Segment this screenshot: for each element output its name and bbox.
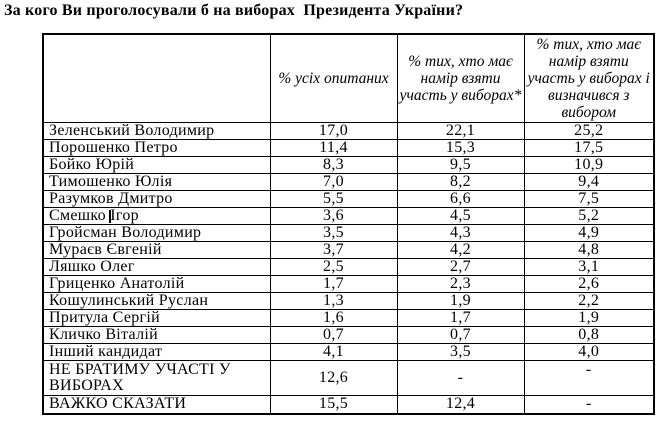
candidate-name: Зеленський Володимир bbox=[42, 121, 271, 140]
table-row: Разумков Дмитро 5,5 6,6 7,5 bbox=[42, 189, 655, 208]
pct-decided-value: 4,9 bbox=[523, 223, 655, 242]
pct-decided-value: 0,8 bbox=[523, 325, 655, 344]
candidate-name: Смешко Ігор bbox=[49, 207, 139, 224]
pct-decided-value: 4,0 bbox=[523, 342, 655, 361]
pct-intend-value: 4,2 bbox=[396, 240, 525, 259]
candidate-name: Гройсман Володимир bbox=[42, 223, 271, 242]
table-row: Інший кандидат 4,1 3,5 4,0 bbox=[42, 342, 655, 361]
header-pct-intend: % тих, хто має намір взяти участь у вибо… bbox=[396, 33, 525, 123]
table-row: Гриценко Анатолій 1,7 2,3 2,6 bbox=[42, 274, 655, 293]
table-row: Ляшко Олег 2,5 2,7 3,1 bbox=[42, 257, 655, 276]
pct-intend-value: - bbox=[396, 359, 525, 396]
candidate-name: Ляшко Олег bbox=[42, 257, 271, 276]
candidate-name: Мураєв Євгеній bbox=[42, 240, 271, 259]
pct-all-value: 0,7 bbox=[269, 325, 398, 344]
pct-all-value: 17,0 bbox=[269, 121, 398, 140]
pct-intend-value: 1,9 bbox=[396, 291, 525, 310]
table-row: Кличко Віталій 0,7 0,7 0,8 bbox=[42, 325, 655, 344]
candidate-name-with-cursor[interactable]: Смешко Ігор bbox=[42, 206, 271, 225]
pct-all-value: 3,7 bbox=[269, 240, 398, 259]
table-row: Тимошенко Юлія 7,0 8,2 9,4 bbox=[42, 172, 655, 191]
header-pct-decided: % тих, хто має намір взяти участь у вибо… bbox=[523, 33, 655, 123]
pct-all-value: 3,6 bbox=[269, 206, 398, 225]
page-title: За кого Ви проголосували б на виборах Пр… bbox=[4, 2, 464, 19]
answer-label: ВАЖКО СКАЗАТИ bbox=[42, 394, 271, 415]
pct-intend-value: 2,3 bbox=[396, 274, 525, 293]
candidate-name: Кошулинський Руслан bbox=[42, 291, 271, 310]
pct-all-value: 4,1 bbox=[269, 342, 398, 361]
pct-intend-value: 2,7 bbox=[396, 257, 525, 276]
poll-results-table: % усіх опитаних % тих, хто має намір взя… bbox=[42, 33, 655, 415]
pct-decided-value: 10,9 bbox=[523, 155, 655, 174]
answer-label: НЕ БРАТИМУ УЧАСТІ У ВИБОРАХ bbox=[42, 359, 271, 396]
candidate-name: Кличко Віталій bbox=[42, 325, 271, 344]
pct-intend-value: 4,3 bbox=[396, 223, 525, 242]
pct-decided-value: - bbox=[523, 359, 655, 396]
table-row: Мураєв Євгеній 3,7 4,2 4,8 bbox=[42, 240, 655, 259]
pct-decided-value: - bbox=[523, 394, 655, 415]
pct-all-value: 8,3 bbox=[269, 155, 398, 174]
pct-intend-value: 1,7 bbox=[396, 308, 525, 327]
table-row: Порошенко Петро 11,4 15,3 17,5 bbox=[42, 138, 655, 157]
pct-intend-value: 15,3 bbox=[396, 138, 525, 157]
table-row: Кошулинський Руслан 1,3 1,9 2,2 bbox=[42, 291, 655, 310]
text-cursor-icon bbox=[109, 209, 111, 223]
table-row: ВАЖКО СКАЗАТИ 15,5 12,4 - bbox=[42, 394, 655, 415]
pct-decided-value: 5,2 bbox=[523, 206, 655, 225]
table-row: Гройсман Володимир 3,5 4,3 4,9 bbox=[42, 223, 655, 242]
pct-intend-value: 22,1 bbox=[396, 121, 525, 140]
header-pct-all: % усіх опитаних bbox=[269, 33, 398, 123]
pct-decided-value: 2,2 bbox=[523, 291, 655, 310]
pct-decided-value: 25,2 bbox=[523, 121, 655, 140]
pct-decided-value: 7,5 bbox=[523, 189, 655, 208]
pct-intend-value: 6,6 bbox=[396, 189, 525, 208]
pct-intend-value: 8,2 bbox=[396, 172, 525, 191]
pct-all-value: 7,0 bbox=[269, 172, 398, 191]
table-row: Притула Сергій 1,6 1,7 1,9 bbox=[42, 308, 655, 327]
pct-all-value: 12,6 bbox=[269, 359, 398, 396]
pct-decided-value: 17,5 bbox=[523, 138, 655, 157]
candidate-name: Порошенко Петро bbox=[42, 138, 271, 157]
table-row: Зеленський Володимир 17,0 22,1 25,2 bbox=[42, 121, 655, 140]
pct-all-value: 1,6 bbox=[269, 308, 398, 327]
header-row: % усіх опитаних % тих, хто має намір взя… bbox=[42, 33, 655, 123]
pct-intend-value: 12,4 bbox=[396, 394, 525, 415]
header-empty-cell bbox=[42, 33, 271, 123]
table-row: Бойко Юрій 8,3 9,5 10,9 bbox=[42, 155, 655, 174]
candidate-name: Інший кандидат bbox=[42, 342, 271, 361]
pct-decided-value: 9,4 bbox=[523, 172, 655, 191]
pct-intend-value: 9,5 bbox=[396, 155, 525, 174]
pct-decided-value: 4,8 bbox=[523, 240, 655, 259]
pct-decided-value: 2,6 bbox=[523, 274, 655, 293]
candidate-name: Тимошенко Юлія bbox=[42, 172, 271, 191]
pct-all-value: 2,5 bbox=[269, 257, 398, 276]
pct-decided-value: 1,9 bbox=[523, 308, 655, 327]
pct-all-value: 1,3 bbox=[269, 291, 398, 310]
pct-intend-value: 4,5 bbox=[396, 206, 525, 225]
pct-intend-value: 3,5 bbox=[396, 342, 525, 361]
candidate-name: Бойко Юрій bbox=[42, 155, 271, 174]
candidate-name: Гриценко Анатолій bbox=[42, 274, 271, 293]
pct-intend-value: 0,7 bbox=[396, 325, 525, 344]
pct-all-value: 15,5 bbox=[269, 394, 398, 415]
pct-all-value: 1,7 bbox=[269, 274, 398, 293]
table-row: НЕ БРАТИМУ УЧАСТІ У ВИБОРАХ 12,6 - - bbox=[42, 359, 655, 396]
table-row: Смешко Ігор 3,6 4,5 5,2 bbox=[42, 206, 655, 225]
pct-all-value: 11,4 bbox=[269, 138, 398, 157]
pct-all-value: 3,5 bbox=[269, 223, 398, 242]
candidate-name: Притула Сергій bbox=[42, 308, 271, 327]
candidate-name: Разумков Дмитро bbox=[42, 189, 271, 208]
pct-decided-value: 3,1 bbox=[523, 257, 655, 276]
pct-all-value: 5,5 bbox=[269, 189, 398, 208]
